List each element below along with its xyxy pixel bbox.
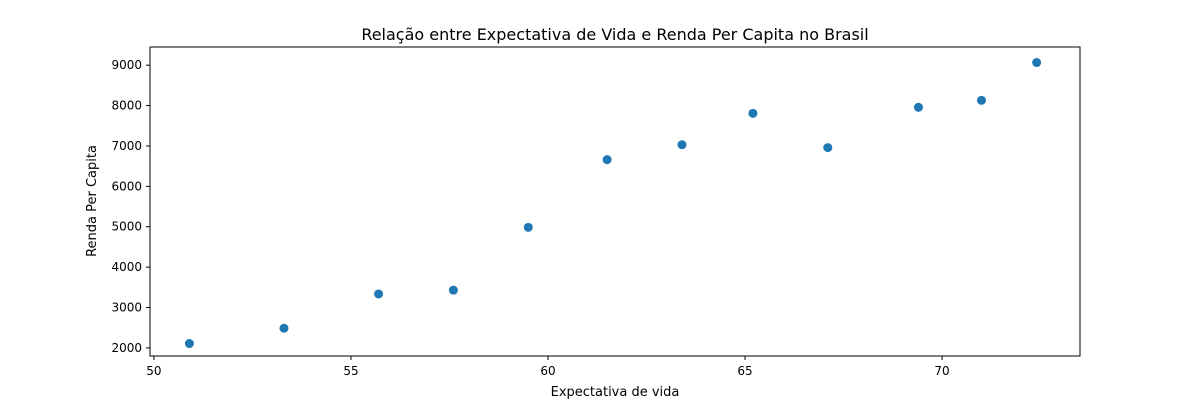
data-point [913, 102, 923, 112]
data-point [823, 143, 833, 153]
x-tick-label: 55 [343, 364, 358, 378]
data-point [602, 155, 612, 165]
data-point [374, 289, 384, 299]
x-axis-label: Expectativa de vida [551, 385, 680, 400]
y-tick-label: 2000 [111, 341, 142, 355]
axes-frame [149, 46, 1081, 357]
y-tick-label: 6000 [111, 179, 142, 193]
y-tick-label: 7000 [111, 139, 142, 153]
data-point [677, 140, 687, 150]
x-tick-label: 60 [540, 364, 555, 378]
data-point [748, 108, 758, 118]
data-point [279, 323, 289, 333]
data-point [184, 339, 194, 349]
plot-area: 50 55 60 65 70 2000 3000 4000 5000 6000 7000 8000 90… [111, 46, 1081, 378]
y-axis-label: Renda Per Capita [85, 145, 100, 257]
y-tick-label: 9000 [111, 58, 142, 72]
data-point [448, 285, 458, 295]
chart-title: Relação entre Expectativa de Vida e Rend… [361, 25, 868, 44]
y-tick-label: 5000 [111, 220, 142, 234]
x-tick-label: 65 [737, 364, 752, 378]
data-point [523, 222, 533, 232]
y-tick-label: 4000 [111, 260, 142, 274]
x-tick-label: 50 [146, 364, 161, 378]
data-point [1032, 58, 1042, 68]
y-tick-label: 8000 [111, 99, 142, 113]
x-tick-label: 70 [934, 364, 949, 378]
y-tick-label: 3000 [111, 301, 142, 315]
data-point [976, 95, 986, 105]
